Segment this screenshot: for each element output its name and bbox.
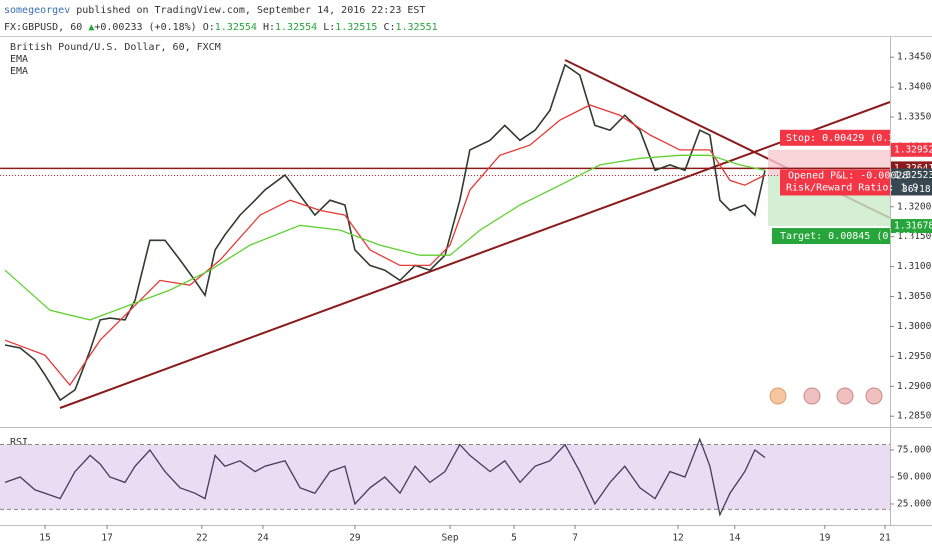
- y-tick-label: 1.30500: [897, 291, 932, 302]
- panel-title: RSI: [10, 437, 28, 448]
- x-tick-label: 22: [196, 533, 207, 544]
- x-tick-label: 29: [349, 533, 361, 544]
- y-tick-label: 1.31000: [897, 261, 932, 272]
- series-line: [4, 437, 766, 517]
- ohlc-value: 1.32554: [275, 22, 317, 33]
- pnl-label: Opened P&L: -0.00028: [788, 170, 908, 181]
- x-tick-label: 7: [572, 533, 578, 544]
- y-tick-label: 25.00000: [897, 498, 932, 509]
- ohlc-key: H:: [263, 22, 275, 33]
- x-tick-label: 15: [39, 533, 50, 544]
- price-axis-border: [890, 36, 891, 526]
- y-tick-label: 1.34000: [897, 82, 932, 93]
- y-tick-label: 1.30000: [897, 321, 932, 332]
- stop-box: [780, 129, 890, 146]
- change-arrow: ▲: [88, 22, 94, 33]
- ohlc-key: C:: [383, 22, 395, 33]
- series-line: [4, 104, 766, 387]
- y-tick-label: 1.32000: [897, 201, 932, 212]
- x-tick-label: 5: [511, 533, 517, 544]
- legend-entry: EMA: [10, 54, 28, 65]
- x-tick-label: 19: [819, 533, 831, 544]
- countdown: 36:18: [902, 184, 931, 195]
- x-tick-label: 17: [101, 533, 112, 544]
- price-flag-label: 1.32952: [894, 144, 932, 155]
- price-flag: [891, 142, 932, 157]
- series-line: [4, 63, 766, 402]
- published: published on TradingView.com, September …: [76, 5, 425, 16]
- y-tick-label: 75.00000: [897, 444, 932, 455]
- author[interactable]: somegeorgev: [4, 5, 70, 16]
- change: +0.00233 (+0.18%): [94, 22, 196, 33]
- y-tick-label: 1.31500: [897, 231, 932, 242]
- legend-entry: EMA: [10, 66, 28, 77]
- x-tick-label: 14: [729, 533, 741, 544]
- y-tick-label: 1.34500: [897, 52, 932, 63]
- time-axis-border: [0, 525, 932, 526]
- y-tick-label: 50.00000: [897, 471, 932, 482]
- price-flag: [891, 219, 932, 234]
- ohlc-value: 1.32551: [395, 22, 437, 33]
- header-line: somegeorgev published on TradingView.com…: [4, 5, 425, 16]
- symbol-line: FX:GBPUSD, 60 ▲+0.00233 (+0.18%) O:1.325…: [4, 22, 438, 33]
- ohlc-key: O:: [203, 22, 215, 33]
- price-flag-label: 1.32523: [894, 170, 932, 181]
- y-tick-label: 1.33500: [897, 111, 932, 122]
- y-tick-label: 1.29000: [897, 381, 932, 392]
- x-tick-label: 24: [257, 533, 269, 544]
- symbol: FX:GBPUSD, 60: [4, 22, 82, 33]
- x-tick-label: Sep: [441, 533, 458, 544]
- ratio-label: Risk/Reward Ratio: 1.9: [786, 182, 918, 193]
- x-tick-label: 12: [672, 533, 683, 544]
- trend-line: [59, 101, 890, 409]
- target-box: [772, 228, 890, 245]
- ohlc-value: 1.32554: [215, 22, 257, 33]
- series-line: [4, 154, 766, 321]
- x-tick-label: 21: [879, 533, 891, 544]
- border: [0, 36, 932, 37]
- stop-label: Stop: 0.00429 (0.32%): [786, 133, 912, 144]
- price-flag-label: 1.31678: [894, 221, 932, 232]
- price-flag: [891, 168, 932, 183]
- legend-entry: British Pound/U.S. Dollar, 60, FXCM: [10, 42, 221, 53]
- band: [0, 444, 890, 510]
- y-tick-label: 1.29500: [897, 351, 932, 362]
- ohlc-key: L:: [323, 22, 335, 33]
- pnl-box: [780, 169, 890, 196]
- ohlc-value: 1.32515: [335, 22, 377, 33]
- target-label: Target: 0.00845 (0.64%): [780, 231, 918, 242]
- event-icons: [769, 387, 883, 405]
- y-tick-label: 1.28500: [897, 411, 932, 422]
- countdown-box: [891, 182, 932, 196]
- price-flag-label: 1.32641: [894, 163, 932, 174]
- panel-divider: [0, 427, 932, 428]
